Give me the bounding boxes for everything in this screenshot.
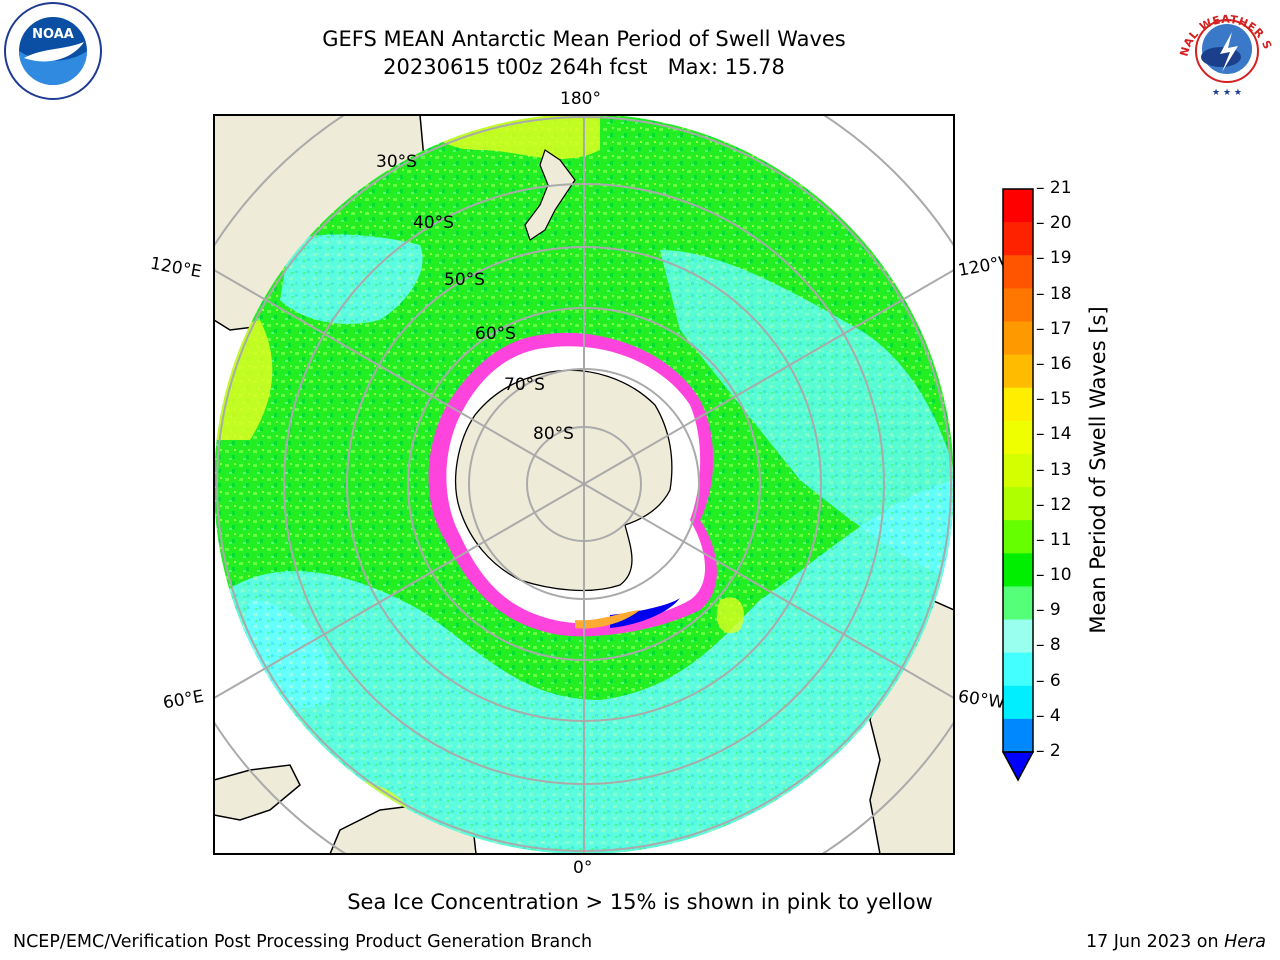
noaa-logo-icon: NOAA [4, 2, 102, 100]
chart-title: GEFS MEAN Antarctic Mean Period of Swell… [322, 27, 846, 51]
footer-credit: NCEP/EMC/Verification Post Processing Pr… [13, 932, 593, 952]
colorbar-tick-label: – 8 [1036, 635, 1061, 656]
colorbar-tick-label: – 20 [1036, 213, 1072, 234]
lon-label-top: 180° [560, 89, 601, 109]
colorbar-cell [1003, 520, 1033, 554]
lat-label-40s: 40°S [413, 213, 454, 233]
colorbar-cell [1003, 387, 1033, 422]
colorbar-cell [1003, 619, 1033, 654]
colorbar-cell [1003, 652, 1033, 687]
national-weather-service-logo-icon: NATIONAL WEATHER SERVICE ★ ★ ★ [1176, 2, 1274, 98]
colorbar-title: Mean Period of Swell Waves [s] [1086, 306, 1110, 634]
colorbar [1001, 188, 1035, 782]
colorbar-cell [1003, 420, 1033, 455]
svg-text:★ ★ ★: ★ ★ ★ [1212, 88, 1242, 98]
colorbar-tick-label: – 10 [1036, 565, 1072, 586]
colorbar-cell [1003, 718, 1033, 753]
colorbar-tick-label: – 18 [1036, 283, 1072, 304]
colorbar-tick-label: – 16 [1036, 353, 1072, 374]
colorbar-cell [1003, 487, 1033, 521]
footer-date-text: 17 Jun 2023 on [1085, 932, 1225, 952]
colorbar-tick-label: – 4 [1036, 705, 1061, 726]
chart-subtitle: 20230615 t00z 264h fcst Max: 15.78 [383, 55, 785, 79]
colorbar-tick-label: – 17 [1036, 318, 1072, 339]
colorbar-tick-label: – 15 [1036, 389, 1072, 410]
colorbar-cell [1003, 189, 1033, 223]
lat-label-70s: 70°S [504, 375, 545, 395]
colorbar-cell [1003, 255, 1033, 289]
sea-ice-note: Sea Ice Concentration > 15% is shown in … [347, 890, 933, 914]
lat-label-80s: 80°S [533, 424, 574, 444]
colorbar-cell [1003, 685, 1033, 720]
noaa-logo-text: NOAA [32, 27, 74, 42]
colorbar-tick-label: – 21 [1036, 178, 1072, 198]
colorbar-tick-label: – 13 [1036, 459, 1072, 480]
colorbar-cell [1003, 586, 1033, 621]
colorbar-cell [1003, 288, 1033, 322]
colorbar-tick-label: – 6 [1036, 670, 1061, 691]
colorbar-cell [1003, 321, 1033, 356]
colorbar-tick-label: – 14 [1036, 424, 1072, 445]
colorbar-cell [1003, 453, 1033, 488]
colorbar-tick-label: – 9 [1036, 600, 1061, 621]
colorbar-cell [1003, 553, 1033, 587]
colorbar-tick-label: – 19 [1036, 248, 1072, 269]
colorbar-extend-triangle [1001, 751, 1035, 782]
colorbar-tick-label: – 11 [1036, 529, 1072, 550]
lat-label-60s: 60°S [475, 324, 516, 344]
footer-date: 17 Jun 2023 on Hera [1086, 932, 1266, 952]
lon-label-bottom: 0° [573, 858, 593, 878]
colorbar-tick-label: – 2 [1036, 741, 1061, 761]
colorbar-tick-label: – 12 [1036, 494, 1072, 515]
footer-host: Hera [1224, 932, 1266, 952]
colorbar-cell [1003, 222, 1033, 256]
colorbar-cell [1003, 354, 1033, 389]
lat-label-50s: 50°S [444, 270, 485, 290]
map-frame [213, 114, 955, 855]
lat-label-30s: 30°S [376, 152, 417, 172]
